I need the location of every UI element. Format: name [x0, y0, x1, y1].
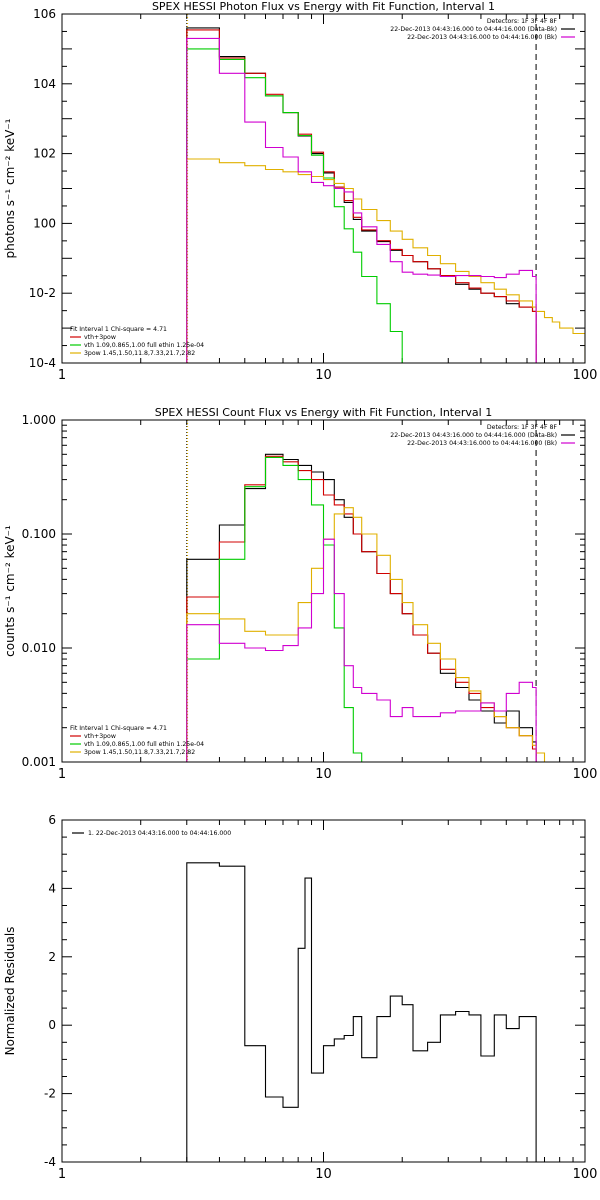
series-group — [186, 862, 537, 1162]
chart-panel-3: Normalized Residuals 1 10 100 -4 -2 0 2 4 6 1. 22-… — [3, 813, 597, 1182]
x-tick-label: 1 — [58, 1167, 66, 1182]
y-tick-label: 0.001 — [22, 755, 56, 769]
series-line-2 — [186, 455, 537, 762]
y-tick-label: 4 — [48, 881, 56, 895]
y-axis-label: counts s⁻¹ cm⁻² keV⁻¹ — [3, 525, 17, 657]
x-tick-label: 100 — [573, 767, 598, 782]
y-axis-label: photons s⁻¹ cm⁻² keV⁻¹ — [3, 118, 17, 258]
series-line-1 — [186, 27, 537, 363]
series-line-5 — [186, 37, 537, 363]
y-tick-label: 0 — [48, 1018, 56, 1032]
y-tick-label: 100 — [33, 216, 56, 230]
y-tick-label: 10-2 — [29, 286, 56, 300]
axis-ticks — [61, 819, 585, 1163]
legend-bottom-entry: vth+3pow — [84, 334, 116, 341]
y-tick-label: -4 — [44, 1155, 56, 1169]
series-line-4 — [186, 507, 553, 762]
y-axis-label: Normalized Residuals — [3, 927, 17, 1056]
legend-bottom-entry: 3pow 1.45,1.50,11.8,7.33,21.7,2.82 — [84, 350, 195, 357]
legend-top-entry: 22-Dec-2013 04:43:16.000 to 04:44:16.000… — [390, 26, 557, 33]
x-tick-label: 1 — [58, 767, 66, 782]
marker-lines — [186, 14, 537, 363]
series-line-2 — [186, 29, 537, 363]
plot-frame — [61, 419, 586, 763]
series-line-1 — [186, 862, 537, 1162]
chart-title: SPEX HESSI Count Flux vs Energy with Fit… — [155, 406, 492, 419]
x-tick-label: 1 — [58, 368, 66, 383]
legend-top-entry: 22-Dec-2013 04:43:16.000 to 04:44:16.000… — [407, 34, 557, 41]
y-tick-label: 0.010 — [22, 641, 56, 655]
series-line-3 — [186, 456, 377, 762]
legend-top-entry: 22-Dec-2013 04:43:16.000 to 04:44:16.000… — [407, 440, 557, 447]
series-line-5 — [186, 538, 537, 762]
x-tick-label: 100 — [573, 368, 598, 383]
series-line-3 — [186, 48, 413, 363]
y-tick-label: 106 — [33, 7, 56, 21]
legend-top-entry: Detectors: 1F 3F 4F 8F — [487, 18, 558, 25]
chart-panel-2: SPEX HESSI Count Flux vs Energy with Fit… — [3, 406, 597, 782]
y-tick-label: 102 — [33, 147, 56, 161]
y-tick-label: -2 — [44, 1087, 56, 1101]
chart-panel-1: SPEX HESSI Photon Flux vs Energy with Fi… — [3, 0, 597, 383]
legend-bottom-entry: vth 1.09,0.865,1.00 full ethin 1.25e-04 — [84, 741, 204, 748]
y-tick-label: 1.000 — [22, 413, 56, 427]
plot-frame — [61, 13, 586, 364]
legend-bottom-entry: vth+3pow — [84, 733, 116, 740]
legend-bottom-entry: Fit Interval 1 Chi-square = 4.71 — [70, 725, 167, 732]
legend-bottom-entry: vth 1.09,0.865,1.00 full ethin 1.25e-04 — [84, 342, 204, 349]
x-tick-label: 10 — [315, 368, 332, 383]
y-tick-label: 2 — [48, 950, 56, 964]
y-tick-label: 0.100 — [22, 527, 56, 541]
legend-top-entry: 1. 22-Dec-2013 04:43:16.000 to 04:44:16.… — [88, 830, 231, 837]
y-tick-label: 104 — [33, 77, 56, 91]
x-tick-label: 10 — [315, 767, 332, 782]
legend-top-entry: Detectors: 1F 3F 4F 8F — [487, 424, 558, 431]
y-tick-label: 10-4 — [29, 356, 56, 370]
x-tick-label: 100 — [573, 1167, 598, 1182]
plot-frame — [61, 819, 586, 1163]
axis-ticks — [61, 13, 585, 364]
series-line-1 — [186, 453, 537, 762]
series-group — [186, 453, 553, 762]
series-line-4 — [186, 158, 585, 363]
series-group — [186, 27, 585, 363]
x-tick-label: 10 — [315, 1167, 332, 1182]
legend-top-entry: 22-Dec-2013 04:43:16.000 to 04:44:16.000… — [390, 432, 557, 439]
legend-bottom-entry: 3pow 1.45,1.50,11.8,7.33,21.7,2.82 — [84, 749, 195, 756]
y-tick-label: 6 — [48, 813, 56, 827]
legend-bottom-entry: Fit Interval 1 Chi-square = 4.71 — [70, 326, 167, 333]
chart-title: SPEX HESSI Photon Flux vs Energy with Fi… — [152, 0, 495, 13]
